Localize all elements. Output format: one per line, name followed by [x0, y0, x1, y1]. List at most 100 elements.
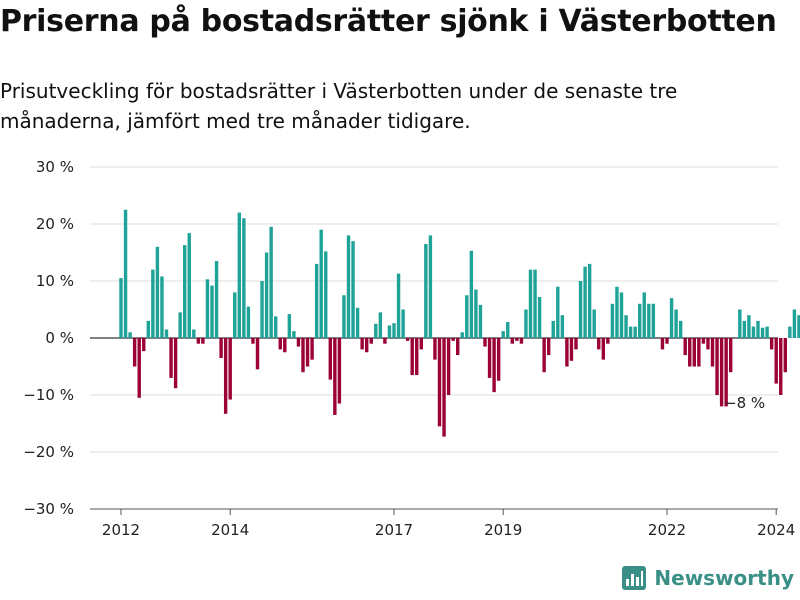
bar — [283, 338, 287, 353]
bar — [492, 338, 496, 393]
bar — [533, 269, 537, 338]
chart-subtitle: Prisutveckling för bostadsrätter i Väste… — [0, 79, 678, 133]
bar — [496, 338, 501, 381]
bar — [601, 338, 605, 360]
y-tick-label: −30 % — [23, 500, 74, 518]
bar — [428, 235, 433, 338]
bar — [565, 338, 569, 367]
bar — [319, 229, 323, 338]
bar — [201, 338, 205, 344]
bar — [619, 292, 624, 338]
bar — [665, 338, 669, 344]
bar — [264, 252, 269, 338]
bar — [433, 338, 437, 360]
y-tick-label: 10 % — [36, 272, 74, 290]
bar — [719, 338, 724, 407]
bar — [342, 295, 346, 338]
bar — [192, 329, 196, 338]
bar — [633, 326, 637, 338]
y-tick-label: 20 % — [36, 215, 74, 233]
brand-logo: Newsworthy — [622, 566, 794, 590]
bar — [178, 312, 182, 338]
bar — [383, 338, 387, 344]
bar — [287, 314, 292, 338]
bar — [269, 226, 273, 338]
bar — [792, 309, 797, 338]
x-axis: 2012 2014 2017 2019 2022 2024 — [102, 509, 795, 539]
bar — [392, 323, 396, 338]
bar — [424, 243, 428, 338]
bar — [769, 338, 774, 350]
bar — [210, 285, 214, 338]
bar — [155, 246, 160, 338]
bar — [669, 298, 674, 338]
bar — [324, 251, 328, 338]
bar — [556, 286, 560, 338]
bar — [560, 315, 565, 338]
bar — [797, 315, 800, 338]
bar — [615, 286, 619, 338]
y-tick-label: −20 % — [23, 443, 74, 461]
x-tick-label: 2022 — [648, 521, 686, 539]
bar — [173, 338, 178, 389]
bar — [333, 338, 337, 415]
bar — [223, 338, 228, 414]
bar — [478, 304, 483, 338]
brand-name: Newsworthy — [654, 566, 794, 590]
bar — [465, 295, 469, 338]
chart-title: Priserna på bostadsrätter sjönk i Väster… — [0, 4, 777, 39]
bar — [706, 338, 710, 350]
bar — [506, 322, 510, 338]
bar — [446, 338, 451, 395]
y-axis-tick-labels: 30 % 20 % 10 % 0 % −10 % −20 % −30 % — [23, 158, 74, 518]
bar — [574, 338, 578, 350]
bar — [774, 338, 778, 384]
bar — [137, 338, 141, 398]
bar — [647, 303, 651, 338]
bar — [597, 338, 601, 350]
bar — [524, 309, 528, 338]
bar — [692, 338, 696, 367]
bar — [729, 338, 733, 373]
last-value-label: −8 % — [724, 394, 765, 412]
bar — [765, 326, 769, 338]
bar — [296, 338, 301, 347]
bar — [456, 338, 460, 356]
bar — [355, 307, 360, 338]
bar — [187, 233, 191, 338]
bar — [437, 338, 442, 427]
bar — [123, 209, 128, 338]
bar — [587, 263, 592, 338]
bar — [783, 338, 787, 373]
bar — [128, 332, 132, 338]
bar — [401, 309, 405, 338]
bar — [351, 241, 355, 338]
bar — [697, 338, 701, 367]
bar — [751, 326, 756, 338]
bar — [292, 331, 296, 338]
bar — [756, 320, 760, 338]
bar — [237, 212, 241, 338]
x-tick-label: 2014 — [211, 521, 249, 539]
bar — [255, 338, 260, 370]
bar — [592, 309, 596, 338]
x-tick-label: 2024 — [757, 521, 795, 539]
bar — [310, 338, 314, 360]
bar — [537, 296, 542, 338]
bars — [119, 209, 800, 437]
newsworthy-logo-icon — [622, 566, 647, 590]
bar — [419, 338, 423, 350]
y-tick-label: 0 % — [45, 329, 74, 347]
bar — [674, 309, 678, 338]
bar — [251, 338, 255, 344]
bar — [688, 338, 692, 367]
bar — [469, 250, 474, 338]
bar — [151, 269, 155, 338]
bar — [260, 281, 264, 338]
bar — [738, 309, 742, 338]
bar — [779, 338, 783, 395]
bar — [788, 326, 792, 338]
bar — [710, 338, 715, 367]
bar — [301, 338, 305, 373]
bar — [405, 338, 410, 341]
